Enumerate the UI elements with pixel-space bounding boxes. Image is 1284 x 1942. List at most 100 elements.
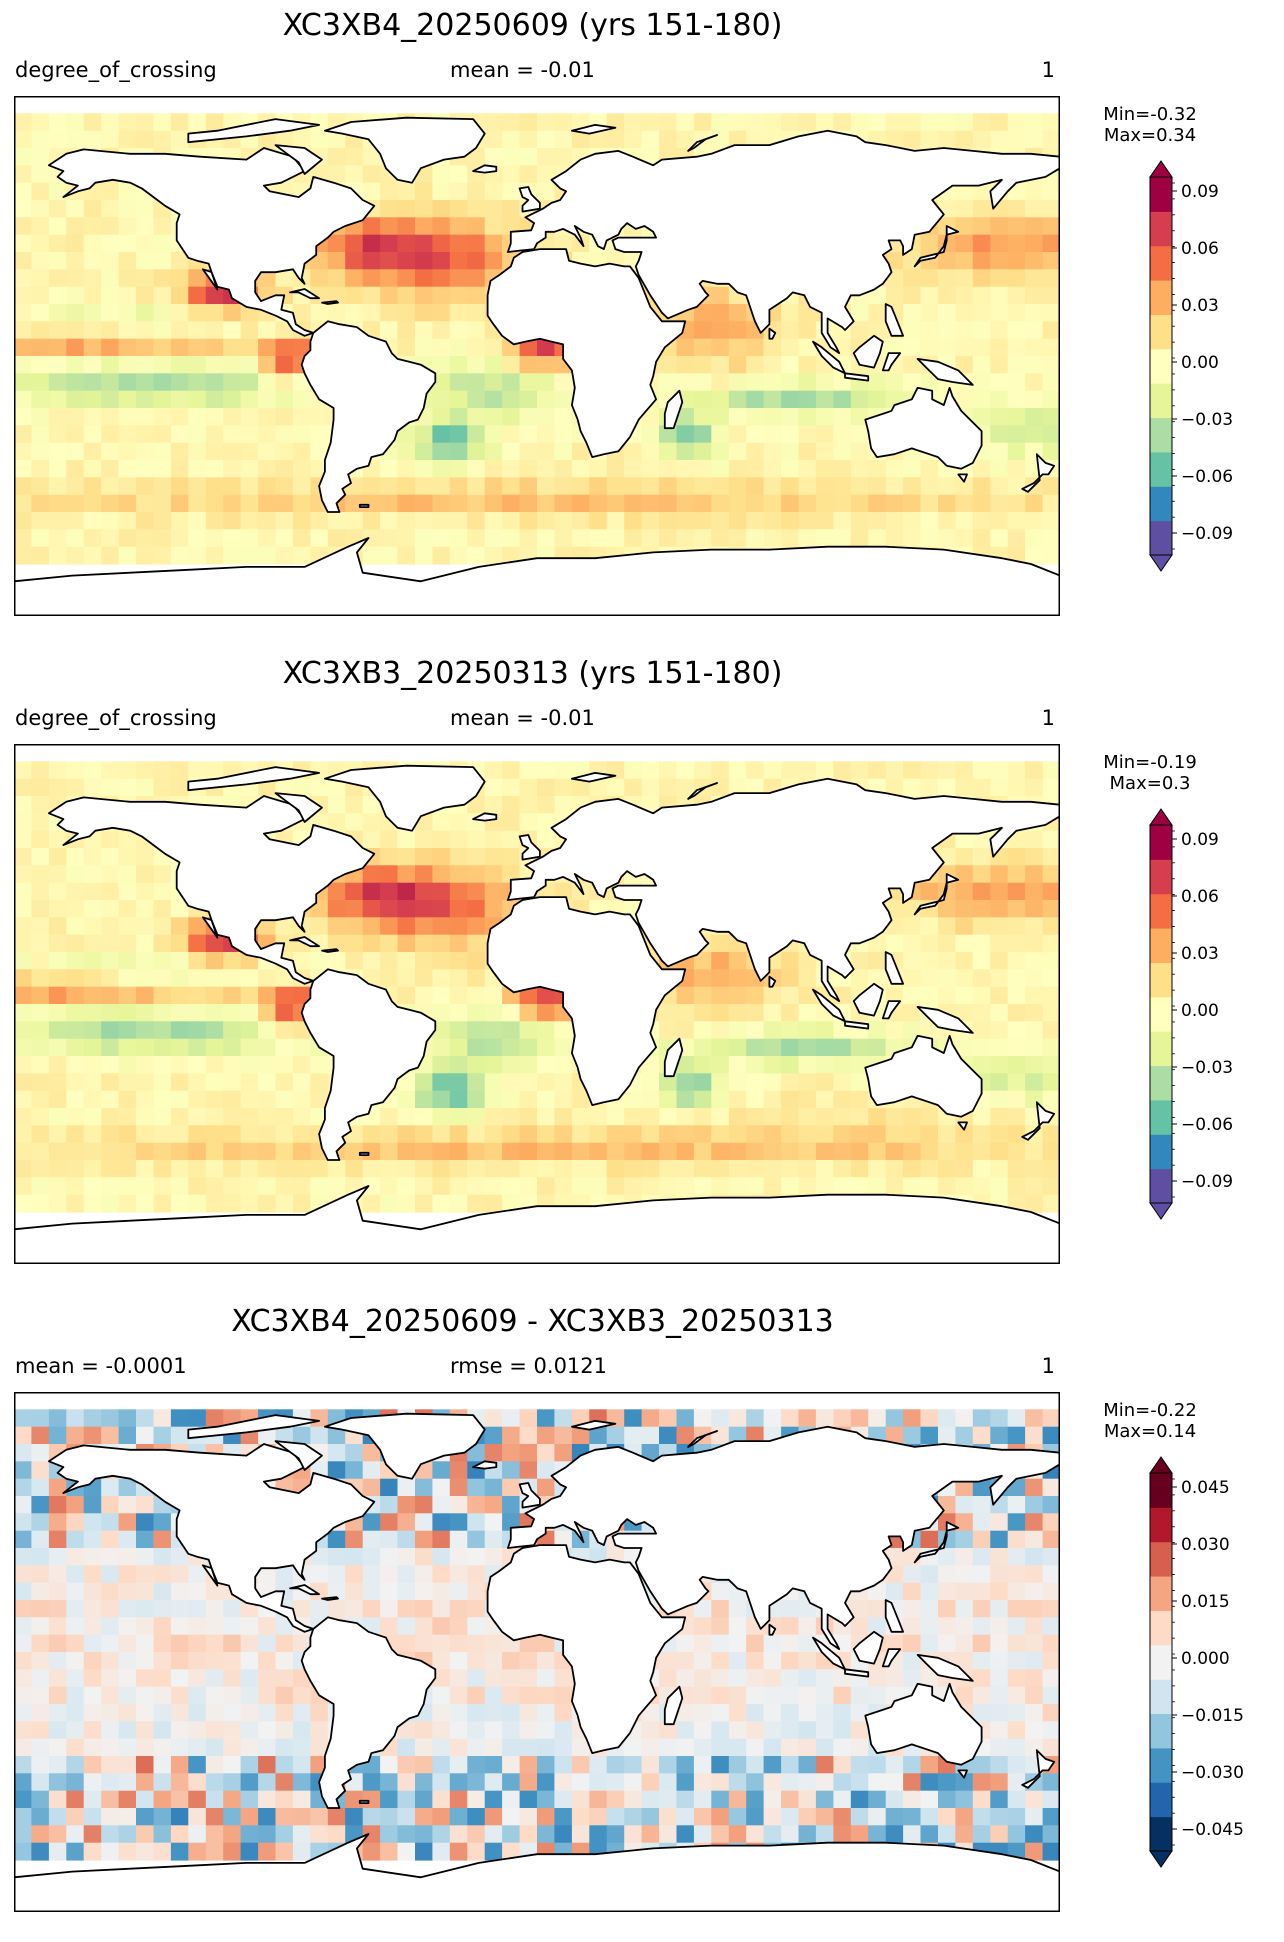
colorbar: 0.045 0.030 0.015 0.000 −0.015 −0.030 −0.045 xyxy=(1149,1456,1244,1868)
min-value: Min=-0.32 xyxy=(1103,104,1197,125)
world-map xyxy=(14,744,1060,1264)
panel-model-b4: XC3XB4_20250609 (yrs 151-180) degree_of_… xyxy=(0,0,1284,646)
units-label: 1 xyxy=(1041,1354,1055,1378)
colorbar-segment xyxy=(1150,211,1172,247)
land-greenland xyxy=(323,764,486,832)
land-new-zealand xyxy=(1021,453,1056,493)
land-sri-lanka xyxy=(768,975,777,988)
colorbar-extend-low xyxy=(1149,554,1173,572)
colorbar-segment xyxy=(1150,177,1172,212)
colorbar: 0.09 0.06 0.03 0.00 −0.03 −0.06 −0.09 xyxy=(1149,808,1233,1220)
land-borneo xyxy=(852,982,884,1017)
colorbar-tick-label: 0.09 xyxy=(1181,182,1219,202)
colorbar-tick-label: −0.045 xyxy=(1181,1820,1244,1840)
colorbar-segment xyxy=(1150,1168,1172,1204)
land-baffin xyxy=(274,1440,323,1471)
rmse-label: rmse = 0.0121 xyxy=(450,1354,608,1378)
land-arctic-islands xyxy=(187,766,321,792)
colorbar-segment xyxy=(1150,1031,1172,1067)
colorbar-segment xyxy=(1150,1507,1172,1543)
land-south-america xyxy=(300,968,437,1161)
colorbar-tick-label: −0.06 xyxy=(1181,1115,1233,1135)
colorbar-segment xyxy=(1150,859,1172,895)
land-philippines xyxy=(884,303,904,337)
colorbar-tick-label: 0.06 xyxy=(1181,887,1219,907)
colorbar-stats: Min=-0.22 Max=0.14 xyxy=(1085,1400,1215,1442)
land-hispaniola xyxy=(321,1596,339,1601)
colorbar-segment xyxy=(1150,1065,1172,1101)
colorbar-segment xyxy=(1150,1473,1172,1508)
land-iceland xyxy=(472,164,498,174)
colorbar-tick-label: −0.030 xyxy=(1181,1763,1244,1783)
land-south-america xyxy=(300,320,437,513)
colorbar-extend-high xyxy=(1149,160,1173,178)
land-eurasia xyxy=(506,777,1060,1003)
world-map xyxy=(14,1392,1060,1912)
colorbar-tick-label: 0.06 xyxy=(1181,239,1219,259)
land-svalbard xyxy=(571,1419,617,1431)
map-frame xyxy=(14,1392,1060,1912)
mean-label: mean = -0.0001 xyxy=(15,1354,187,1378)
colorbar-segment xyxy=(1150,314,1172,350)
min-value: Min=-0.22 xyxy=(1103,1400,1197,1421)
land-java xyxy=(844,1668,870,1678)
colorbar-segment xyxy=(1150,1134,1172,1170)
colorbar-tick-label: 0.03 xyxy=(1181,944,1219,964)
colorbar-tick-label: 0.00 xyxy=(1181,353,1219,373)
colorbar-tick-label: −0.015 xyxy=(1181,1706,1244,1726)
colorbar-tick-label: 0.030 xyxy=(1181,1535,1230,1555)
colorbar-segment xyxy=(1150,928,1172,963)
land-falklands xyxy=(358,503,370,509)
colorbar-segment xyxy=(1150,451,1172,487)
colorbar-tick-label: 0.00 xyxy=(1181,1001,1219,1021)
land-sri-lanka xyxy=(768,327,777,340)
land-north-america xyxy=(48,147,376,337)
land-novaya-zemlya xyxy=(687,782,718,800)
land-svalbard xyxy=(571,123,617,135)
land-sulawesi xyxy=(881,352,902,372)
land-north-america xyxy=(48,795,376,985)
variable-label: degree_of_crossing xyxy=(15,58,217,82)
colorbar-tick-label: −0.06 xyxy=(1181,467,1233,487)
colorbar-segment xyxy=(1150,996,1172,1032)
colorbar-segment xyxy=(1150,1576,1172,1611)
mean-label: mean = -0.01 xyxy=(450,706,595,730)
land-sulawesi xyxy=(881,1000,902,1020)
land-tasmania xyxy=(957,1121,968,1131)
land-iceland xyxy=(472,812,498,822)
land-antarctica xyxy=(14,537,1060,616)
land-sri-lanka xyxy=(768,1623,777,1636)
land-baffin xyxy=(274,792,323,823)
colorbar-segment xyxy=(1150,348,1172,384)
colorbar-segment xyxy=(1150,962,1172,998)
colorbar-segment xyxy=(1150,1679,1172,1715)
colorbar-segment xyxy=(1150,1782,1172,1818)
land-cuba xyxy=(289,288,321,300)
variable-label: degree_of_crossing xyxy=(15,706,217,730)
land-falklands xyxy=(358,1799,370,1805)
colorbar-segment xyxy=(1150,893,1172,929)
colorbar-extend-low xyxy=(1149,1850,1173,1868)
land-hispaniola xyxy=(321,300,339,305)
land-eurasia xyxy=(506,1425,1060,1651)
colorbar-segment xyxy=(1150,486,1172,522)
colorbar-tick-label: 0.015 xyxy=(1181,1592,1230,1612)
land-australia xyxy=(864,1034,983,1118)
colorbar-segment xyxy=(1150,1610,1172,1646)
land-novaya-zemlya xyxy=(687,1430,718,1448)
land-tasmania xyxy=(957,1769,968,1779)
colorbar-tick-label: 0.045 xyxy=(1181,1478,1230,1498)
land-new-guinea xyxy=(916,357,974,386)
land-baffin xyxy=(274,144,323,175)
panel-model-b3: XC3XB3_20250313 (yrs 151-180) degree_of_… xyxy=(0,648,1284,1294)
colorbar-segment xyxy=(1150,280,1172,315)
colorbar-segment xyxy=(1150,417,1172,453)
continents xyxy=(14,1412,1060,1912)
land-japan xyxy=(913,1521,960,1564)
land-uk xyxy=(518,1482,541,1509)
colorbar-extend-low xyxy=(1149,1202,1173,1220)
colorbar-segment xyxy=(1150,245,1172,281)
land-greenland xyxy=(323,116,486,184)
land-australia xyxy=(864,1682,983,1766)
land-cuba xyxy=(289,936,321,948)
